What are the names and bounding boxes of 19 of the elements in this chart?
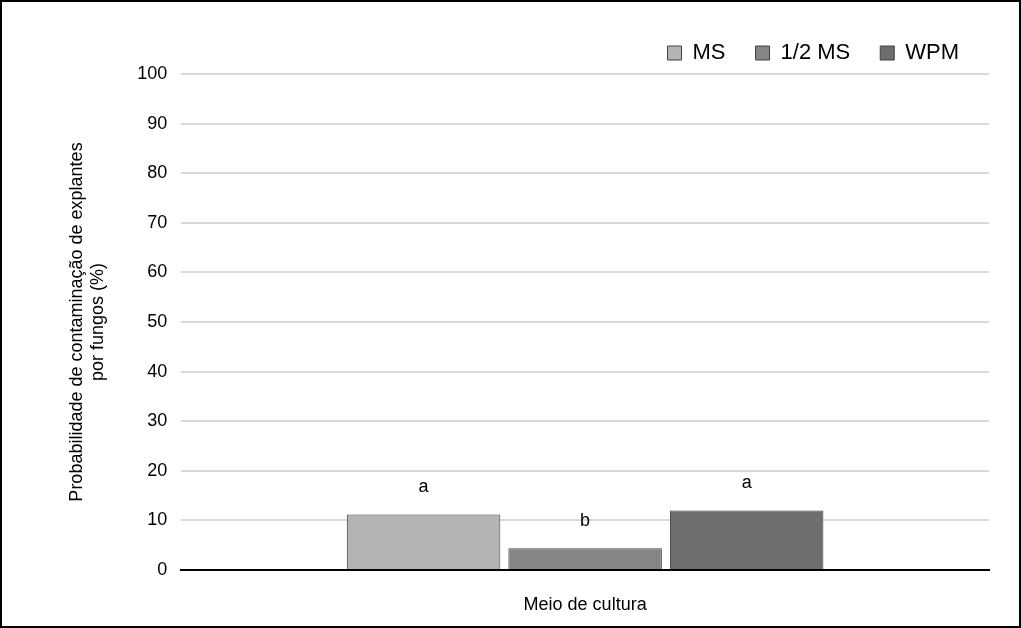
legend-label: 1/2 MS: [780, 39, 851, 65]
y-tick-label: 20: [147, 459, 168, 480]
data-label: a: [741, 472, 753, 493]
data-label: a: [418, 476, 430, 497]
y-tick-label: 10: [147, 509, 168, 530]
y-tick-label: 0: [157, 558, 168, 579]
y-tick-label: 30: [147, 410, 168, 431]
y-tick-label: 90: [147, 112, 168, 133]
data-label: b: [580, 510, 591, 531]
y-tick-label: 60: [147, 261, 168, 282]
y-tick-label: 50: [147, 310, 168, 331]
y-tick-label: 80: [147, 162, 168, 183]
legend-label: WPM: [905, 39, 959, 65]
x-axis-title: Meio de cultura: [523, 594, 648, 615]
legend-label: MS: [692, 39, 726, 65]
y-tick-label: 40: [147, 360, 168, 381]
y-tick-label: 70: [147, 211, 168, 232]
y-axis-title: Probabilidade de contaminação de explantes por fungos (%): [65, 142, 108, 502]
y-tick-label: 100: [137, 62, 168, 83]
